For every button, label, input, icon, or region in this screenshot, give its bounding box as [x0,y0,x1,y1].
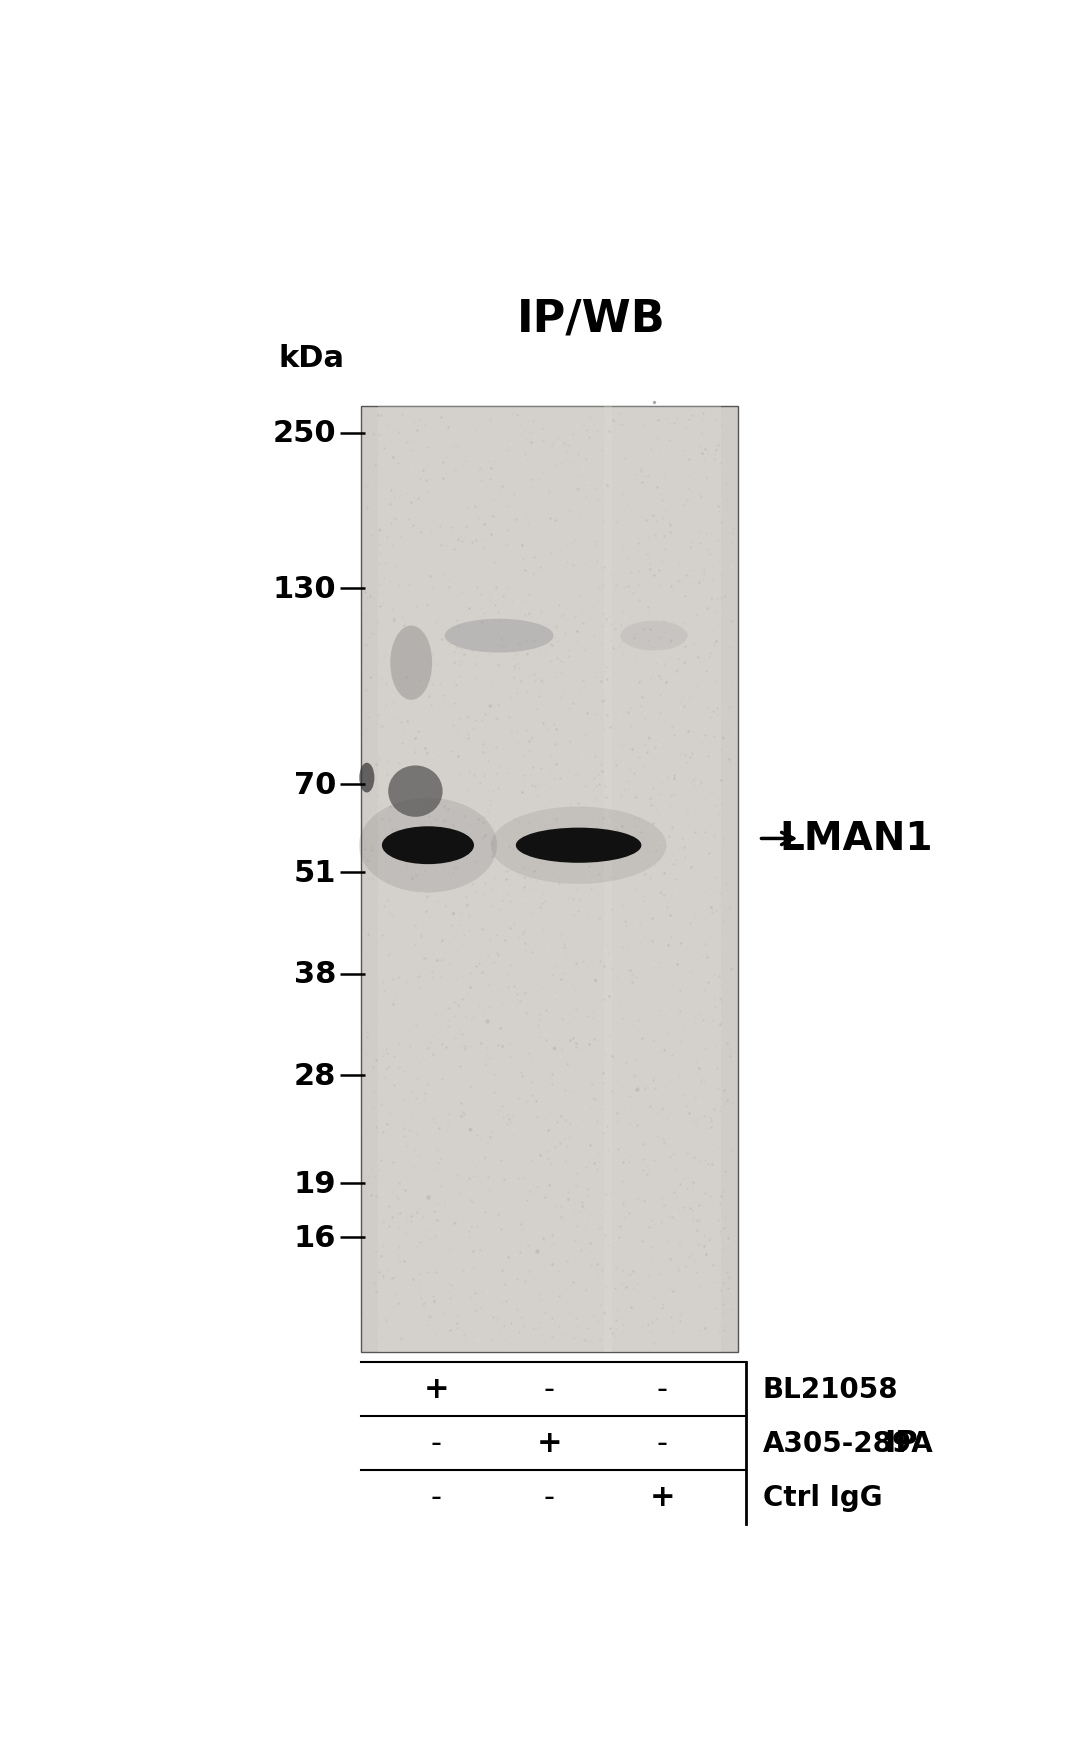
Text: -: - [431,1483,442,1511]
Text: 51: 51 [294,858,336,888]
Text: +: + [649,1483,675,1511]
Bar [378,407,495,1353]
Text: -: - [657,1429,667,1457]
Text: -: - [544,1374,555,1404]
Text: A305-289A: A305-289A [762,1429,933,1457]
Text: Ctrl IgG: Ctrl IgG [762,1483,882,1511]
Bar [361,407,738,1353]
Ellipse shape [360,763,375,793]
Text: 130: 130 [272,574,336,604]
Ellipse shape [359,799,497,893]
Text: 70: 70 [294,770,336,800]
Text: +: + [423,1374,449,1404]
Text: BL21058: BL21058 [762,1374,899,1402]
Text: IP/WB: IP/WB [517,297,665,340]
Text: 250: 250 [272,419,336,448]
Ellipse shape [390,627,432,700]
Text: kDa: kDa [279,344,345,372]
Text: -: - [657,1374,667,1404]
Ellipse shape [516,828,642,863]
Ellipse shape [445,620,554,653]
Text: -: - [544,1483,555,1511]
Ellipse shape [388,765,443,818]
Text: 16: 16 [294,1223,336,1251]
Ellipse shape [490,807,666,885]
Text: 28: 28 [294,1062,336,1090]
Bar [495,407,612,1353]
Text: 19: 19 [294,1169,336,1199]
Text: -: - [431,1429,442,1457]
Bar [604,407,721,1353]
Text: IP: IP [885,1429,918,1457]
Text: +: + [537,1429,562,1457]
Ellipse shape [620,621,687,651]
Text: LMAN1: LMAN1 [780,820,933,858]
Text: 38: 38 [294,960,336,988]
Ellipse shape [382,827,474,865]
